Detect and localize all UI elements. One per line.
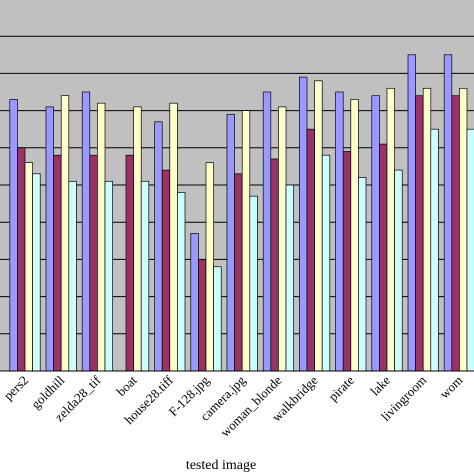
bar — [422, 87, 432, 372]
bar — [285, 184, 294, 372]
bar — [386, 87, 395, 372]
bar — [24, 162, 33, 372]
bar — [133, 106, 142, 372]
bar — [299, 76, 308, 372]
bar — [104, 180, 113, 372]
x-tick-label: boat — [113, 372, 140, 399]
bar — [443, 54, 453, 372]
bar — [358, 177, 367, 372]
bar — [169, 102, 178, 372]
bar — [60, 95, 70, 372]
bar — [379, 143, 388, 372]
bar — [53, 154, 62, 372]
x-tick-label: pirate — [325, 372, 357, 404]
bar — [161, 169, 171, 372]
bar — [262, 91, 272, 372]
bar — [249, 195, 258, 372]
bar — [407, 54, 416, 372]
bar — [81, 91, 91, 372]
bar — [306, 128, 315, 372]
x-tick-label: lake — [367, 372, 393, 398]
x-tick-label: wom — [437, 373, 466, 402]
bar — [451, 95, 460, 372]
bar — [241, 110, 251, 372]
bar — [459, 87, 468, 372]
bar — [177, 192, 186, 372]
bar — [17, 147, 26, 372]
bar — [234, 173, 243, 372]
bar — [270, 158, 279, 372]
bar — [89, 154, 98, 372]
bar — [125, 154, 134, 372]
bar — [321, 154, 331, 372]
bars — [9, 54, 474, 372]
bar — [45, 106, 54, 372]
bar — [97, 102, 106, 372]
bar — [205, 162, 214, 372]
x-axis-title: tested image — [186, 458, 256, 473]
bar — [9, 99, 18, 372]
bar — [430, 128, 439, 372]
bar — [32, 173, 41, 372]
bar — [154, 121, 163, 372]
bar — [342, 151, 352, 372]
bar — [466, 128, 474, 372]
bar — [394, 169, 403, 372]
bar — [68, 180, 77, 372]
bar — [226, 113, 235, 372]
bar — [371, 95, 380, 372]
bar — [314, 80, 323, 372]
x-tick-label: pers2 — [1, 373, 32, 404]
bar — [278, 106, 287, 372]
bar — [190, 233, 199, 372]
bar — [198, 259, 207, 372]
bar — [415, 95, 424, 372]
bar — [140, 180, 150, 372]
bar — [213, 266, 222, 372]
bar — [350, 99, 359, 372]
bar — [335, 91, 344, 372]
